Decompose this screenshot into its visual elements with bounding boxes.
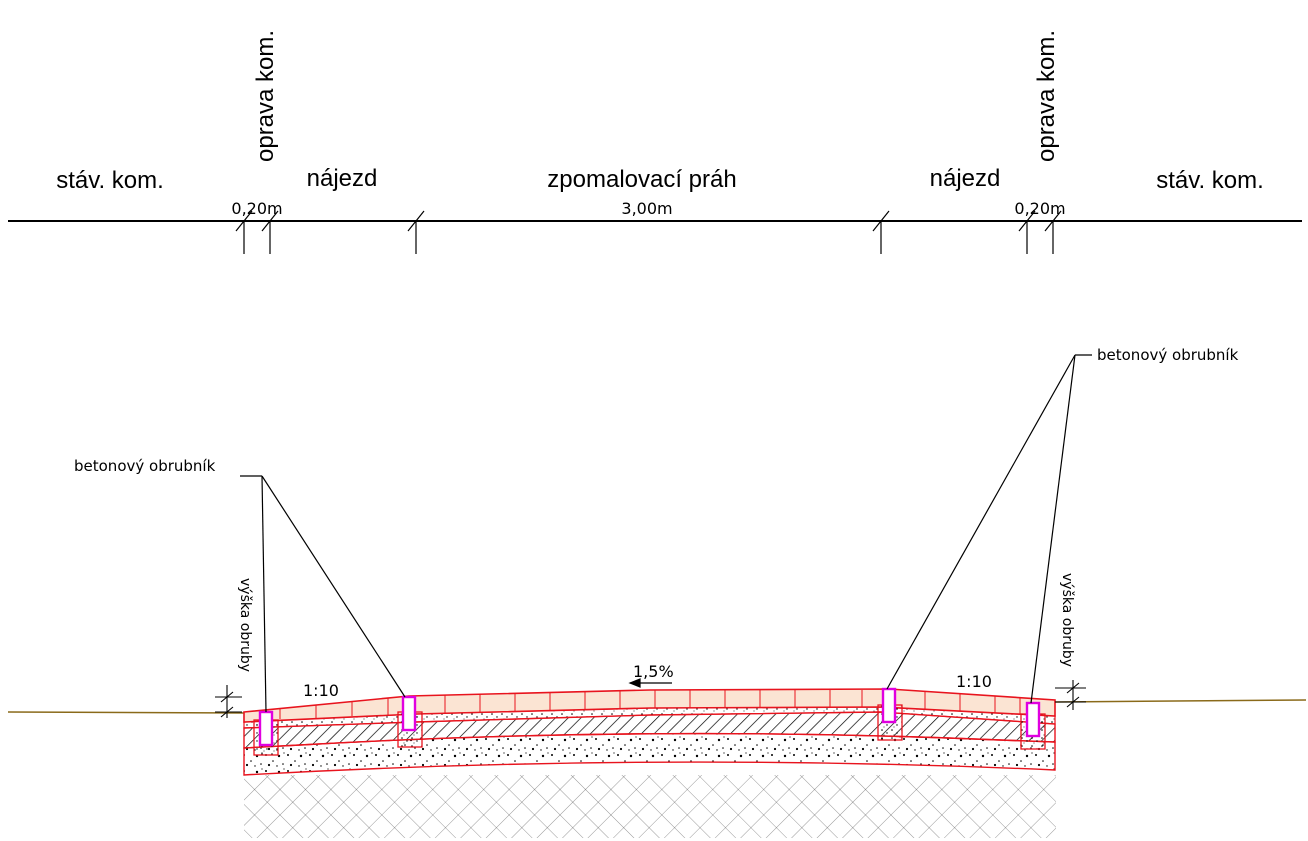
curb-left-outer	[258, 710, 274, 747]
curb-height-label-left: výška obruby	[237, 578, 253, 672]
terrain-line-left	[7, 711, 247, 714]
dimension-hump-length: 3,00m	[621, 199, 672, 218]
segment-label-right-repair: oprava kom.	[1033, 30, 1060, 162]
curb-left-inner	[401, 695, 417, 732]
curb-height-dim-left	[215, 685, 242, 718]
curb-leader-lines	[240, 354, 1092, 713]
ramp-slope-right: 1:10	[956, 672, 992, 691]
curb-label-left: betonový obrubník	[74, 457, 216, 475]
crossfall-arrow	[628, 678, 672, 688]
curb-right-inner	[881, 687, 897, 724]
segment-label-left-existing: stáv. kom.	[56, 167, 164, 194]
plan-strip: stáv. kom. oprava kom. nájezd zpomalovac…	[8, 30, 1302, 254]
segment-label-right-existing: stáv. kom.	[1156, 167, 1264, 194]
curb-height-dim-right	[1055, 680, 1086, 710]
crossfall-label: 1,5%	[633, 662, 674, 681]
segment-label-right-ramp: nájezd	[930, 165, 1001, 192]
curb-height-label-right: výška obruby	[1059, 573, 1075, 667]
dimension-right-repair-width: 0,20m	[1014, 199, 1065, 218]
subgrade-soil	[244, 775, 1056, 838]
binder-layer	[243, 711, 1056, 749]
segment-label-left-repair: oprava kom.	[252, 30, 279, 162]
segment-label-hump: zpomalovací práh	[547, 166, 736, 193]
cross-section: betonový obrubník betonový obrubník výšk…	[7, 346, 1307, 838]
ramp-slope-left: 1:10	[303, 681, 339, 700]
paving-block-joints	[279, 690, 1021, 719]
curb-right-outer	[1025, 701, 1041, 738]
dimension-ticks	[235, 210, 1062, 254]
dimension-left-repair-width: 0,20m	[231, 199, 282, 218]
curb-label-right: betonový obrubník	[1097, 346, 1239, 364]
segment-label-left-ramp: nájezd	[307, 165, 378, 192]
terrain-line-right	[1054, 699, 1307, 703]
paving-surface-layer	[243, 688, 1056, 723]
